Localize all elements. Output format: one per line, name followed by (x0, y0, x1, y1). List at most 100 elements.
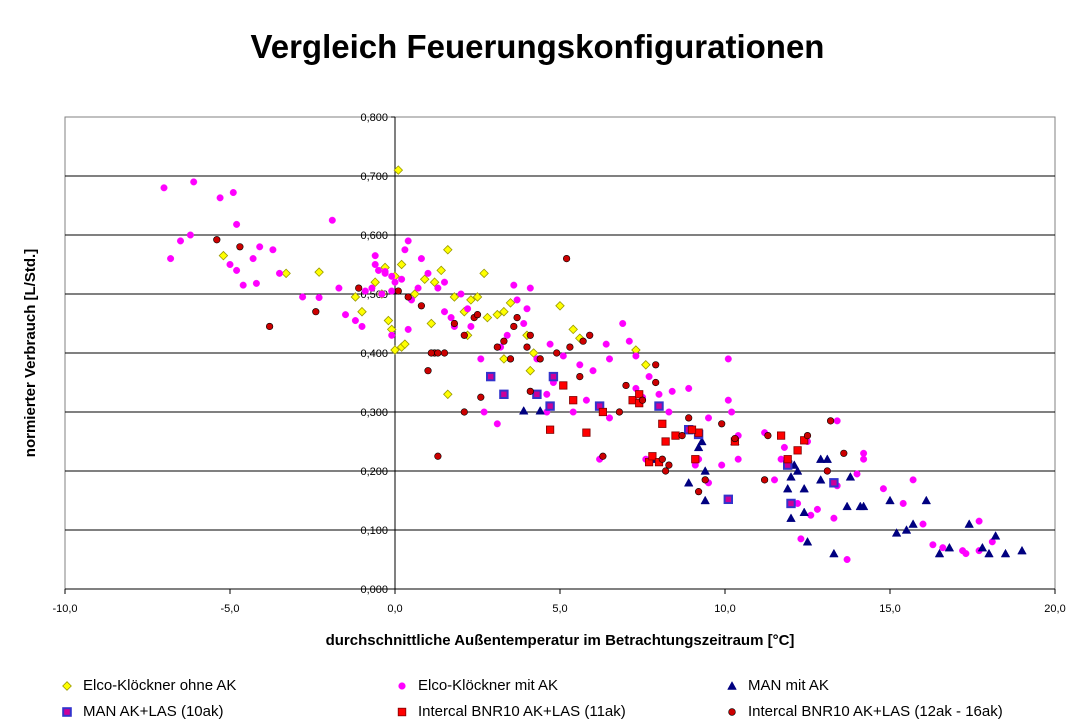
data-point (929, 541, 937, 549)
data-point (404, 293, 412, 301)
data-point (218, 250, 229, 261)
legend-label: MAN AK+LAS (10ak) (83, 703, 224, 720)
scatter-chart: 0,0000,1000,2000,3000,4000,5000,6000,700… (22, 112, 1066, 649)
data-point (513, 296, 521, 304)
data-point (506, 355, 515, 363)
data-point (655, 390, 663, 398)
data-point (419, 274, 430, 285)
data-point (213, 236, 221, 244)
data-point (523, 343, 531, 351)
legend-marker-shape (727, 680, 737, 690)
data-point (671, 431, 680, 440)
data-point (782, 483, 793, 493)
data-point (833, 417, 841, 425)
data-point (652, 361, 660, 369)
data-point (815, 454, 826, 463)
data-point (718, 461, 726, 469)
data-point (526, 387, 534, 395)
data-point (314, 267, 324, 277)
data-point (909, 476, 917, 484)
legend-marker (62, 706, 72, 717)
data-point (977, 542, 988, 552)
data-point (700, 495, 710, 505)
data-point (410, 289, 420, 299)
data-point (536, 355, 544, 363)
data-point (388, 287, 396, 295)
data-point (683, 477, 694, 487)
data-point (378, 290, 386, 298)
data-point (723, 494, 733, 505)
legend-label: Intercal BNR10 AK+LAS (12ak - 16ak) (748, 703, 1003, 720)
data-point (799, 483, 809, 493)
data-point (1017, 545, 1027, 555)
data-point (697, 436, 707, 446)
data-point (823, 467, 831, 475)
data-point (266, 322, 274, 331)
data-point (830, 514, 838, 522)
data-point (520, 320, 528, 328)
data-point (908, 519, 918, 528)
data-point (441, 278, 449, 286)
data-point (457, 290, 465, 298)
data-point (569, 408, 577, 416)
data-point (440, 349, 449, 357)
data-point (606, 414, 614, 422)
legend: Elco-Klöckner ohne AK Elco-Klöckner mit A… (0, 672, 1075, 727)
data-point (526, 284, 534, 292)
data-point (718, 420, 726, 428)
data-point (226, 261, 234, 269)
legend-item: Elco-Klöckner ohne AK (60, 677, 236, 694)
data-point (693, 442, 704, 452)
data-point (525, 365, 536, 376)
data-point (467, 322, 475, 330)
data-point (944, 542, 955, 552)
y-tick-label: 0,000 (360, 584, 388, 596)
data-point (447, 314, 455, 322)
data-point (186, 231, 194, 239)
x-tick-label: -10,0 (52, 603, 77, 615)
data-point (665, 461, 673, 469)
data-point (315, 294, 323, 302)
data-point (566, 343, 574, 351)
data-point (705, 414, 713, 422)
legend-label: Elco-Klöckner ohne AK (83, 677, 237, 694)
data-point (249, 255, 257, 263)
data-point (328, 216, 336, 224)
data-point (335, 284, 343, 292)
data-point (645, 373, 653, 381)
data-point (813, 505, 821, 513)
data-point (371, 252, 379, 260)
x-tick-label: 10,0 (714, 603, 735, 615)
data-point (582, 428, 591, 437)
data-point (427, 349, 435, 357)
data-point (975, 517, 983, 525)
data-point (500, 337, 508, 345)
legend-item: MAN mit AK (725, 677, 829, 694)
data-point (299, 293, 307, 301)
data-point (464, 305, 472, 313)
data-point (256, 243, 264, 251)
data-point (480, 408, 488, 416)
y-tick-label: 0,800 (360, 112, 388, 124)
data-point (764, 432, 772, 440)
data-point (858, 501, 869, 511)
data-point (606, 355, 614, 363)
legend-marker (62, 680, 72, 691)
data-point (543, 390, 551, 398)
data-point (786, 513, 796, 522)
data-point (375, 266, 383, 274)
data-point (532, 389, 542, 400)
data-point (229, 189, 237, 197)
legend-label: MAN mit AK (748, 677, 829, 694)
data-point (443, 389, 453, 400)
data-point (400, 339, 410, 349)
data-point (658, 419, 667, 428)
data-point (829, 478, 839, 488)
data-point (190, 178, 198, 186)
data-point (176, 237, 184, 245)
data-point (528, 348, 539, 358)
data-point (499, 306, 509, 317)
data-point (780, 443, 788, 451)
data-point (239, 281, 247, 289)
legend-item: MAN AK+LAS (10ak) (60, 703, 223, 720)
